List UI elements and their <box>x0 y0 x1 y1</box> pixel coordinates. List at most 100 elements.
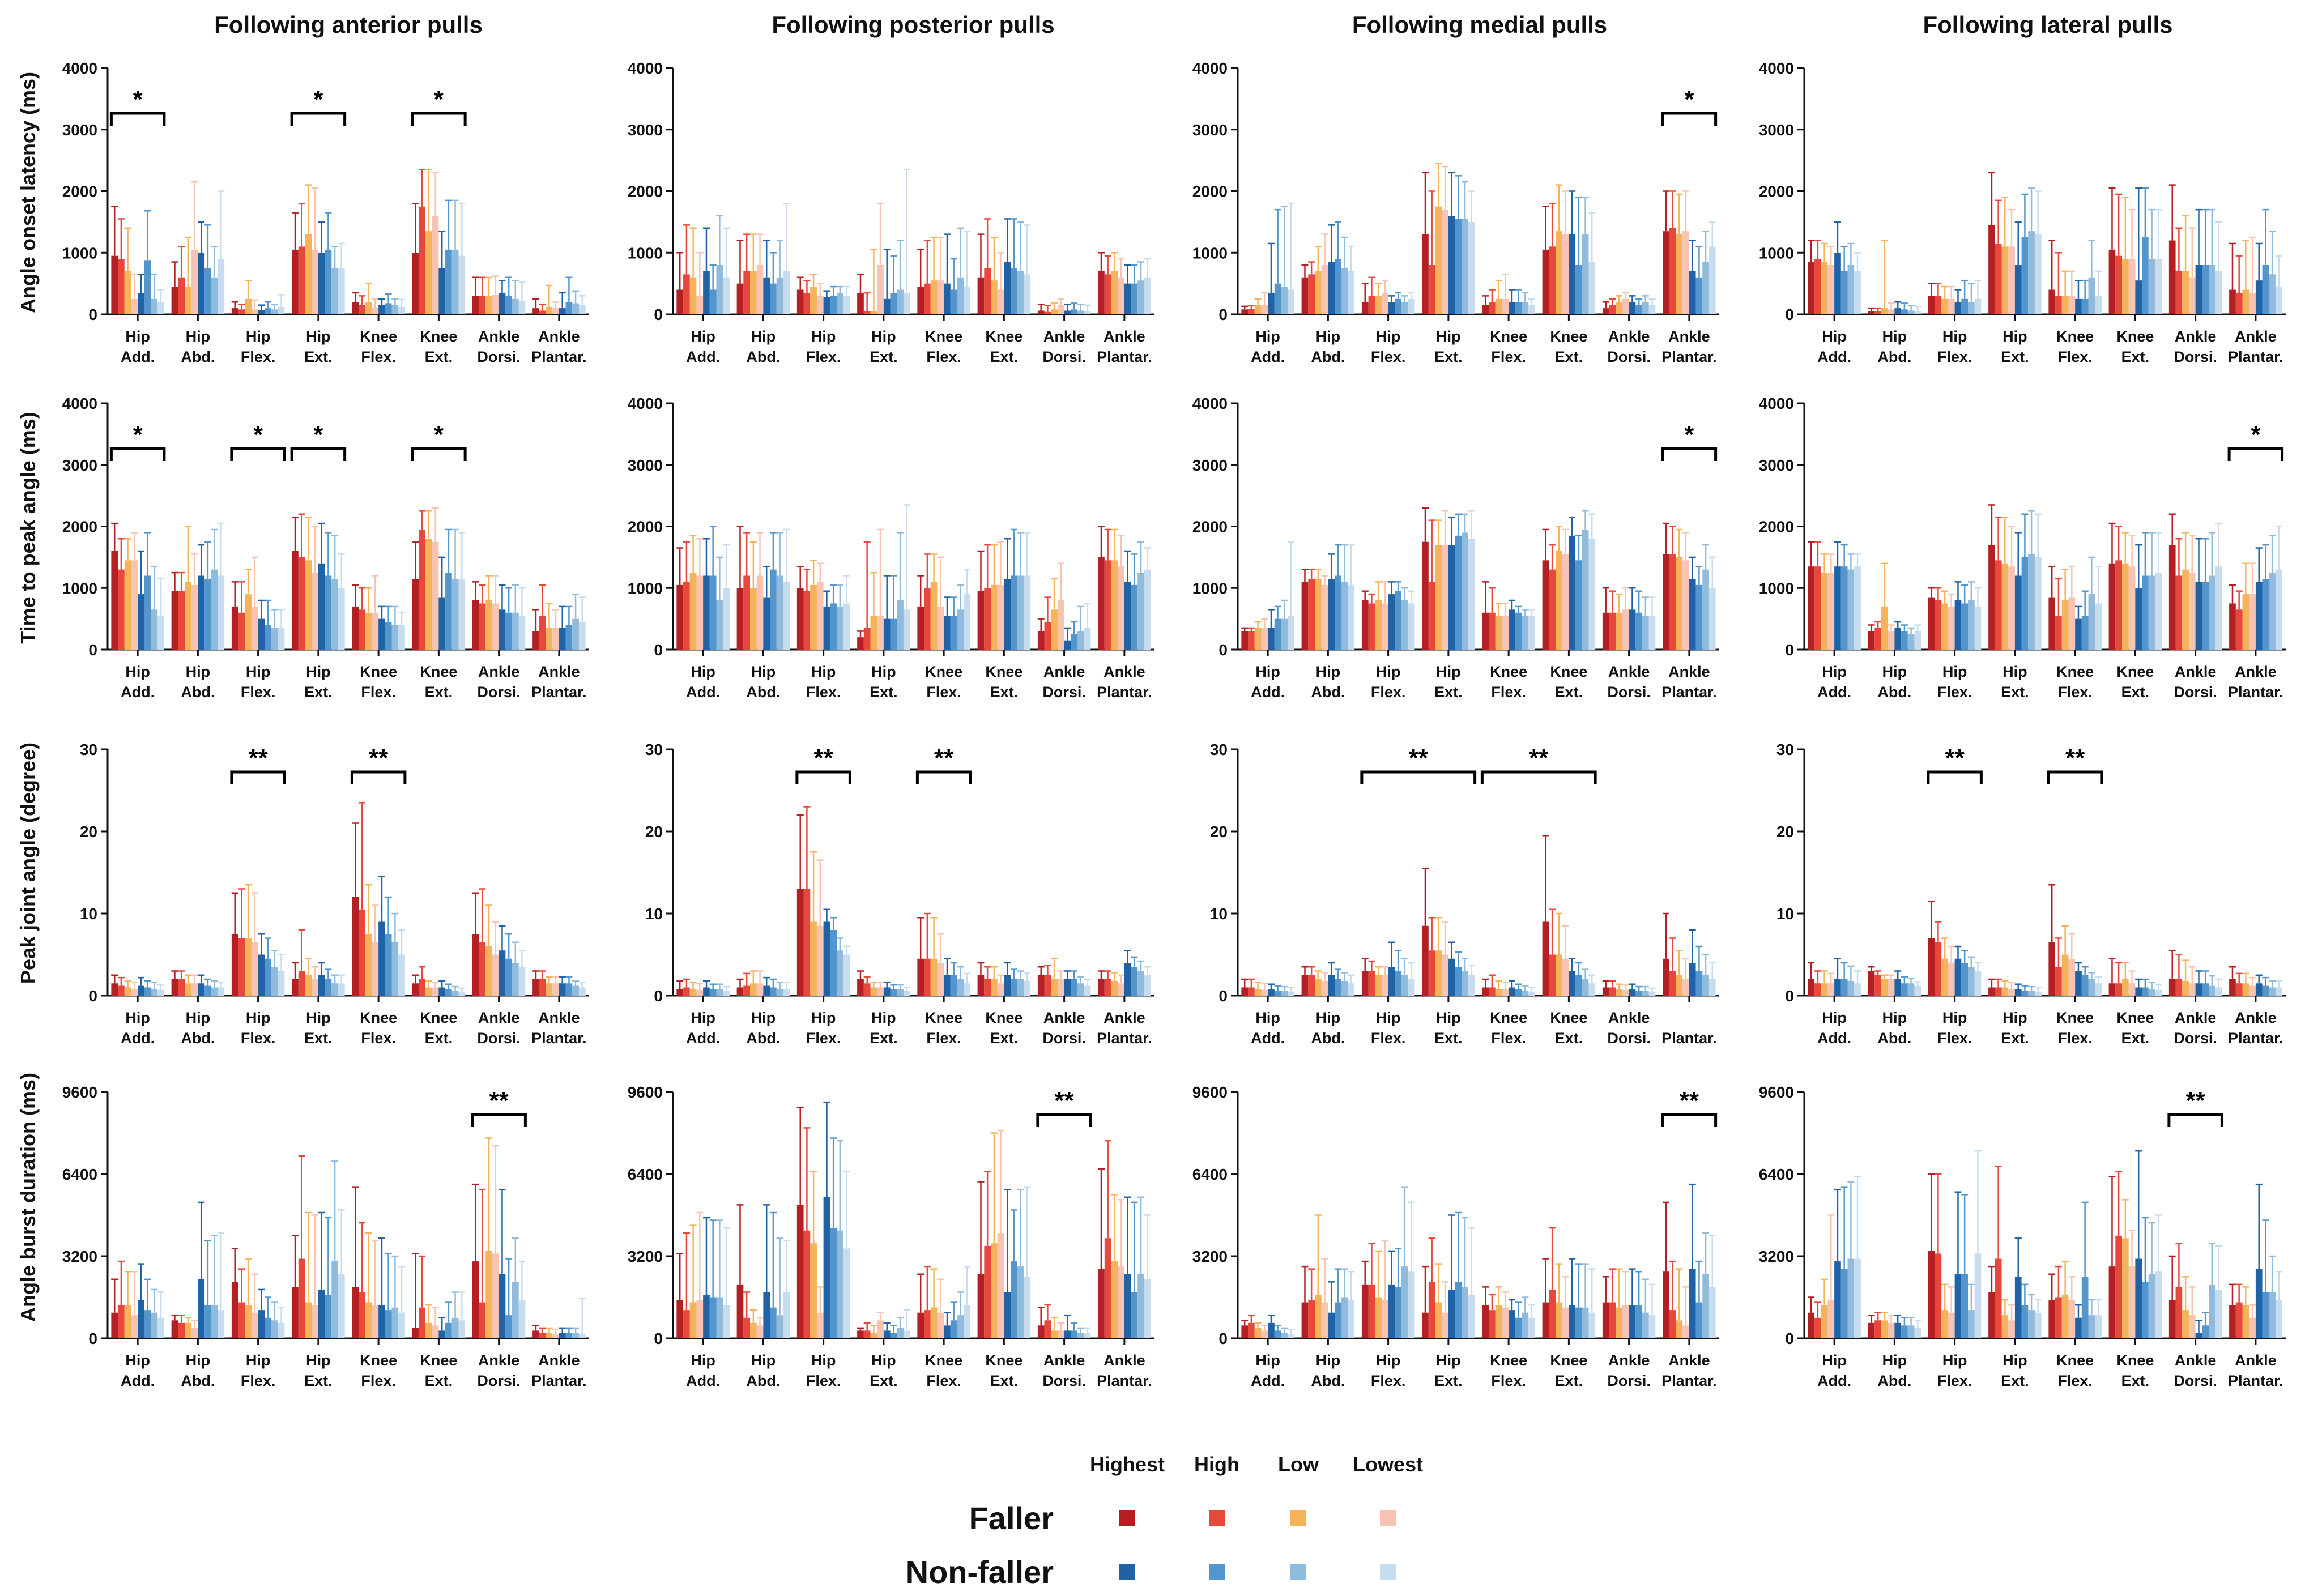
bar-hip-ext-faller-highest <box>292 551 299 650</box>
x-tick-label-knee-flex-joint: Knee <box>360 1009 397 1026</box>
bar-knee-ext-faller-low <box>991 1243 998 1338</box>
bar-knee-ext-nonfaller-high <box>445 573 452 650</box>
x-tick-label-hip-ext-joint: Hip <box>2003 663 2027 680</box>
bar-hip-abd-faller-lowest <box>191 584 198 650</box>
x-tick-label-hip-abd-motion: Abd. <box>746 1372 780 1389</box>
bar-knee-flex-nonfaller-highest <box>378 618 385 650</box>
bar-ankle-plantar-nonfaller-low <box>572 985 579 996</box>
bar-hip-add-nonfaller-high <box>709 289 717 314</box>
x-tick-label-hip-abd-motion: Abd. <box>181 348 215 365</box>
bar-ankle-dorsi-nonfaller-high <box>1071 634 1077 650</box>
bar-hip-abd-faller-lowest <box>1888 631 1895 650</box>
bar-ankle-dorsi-faller-high <box>1044 622 1051 650</box>
bar-hip-abd-nonfaller-lowest <box>783 1292 790 1338</box>
y-tick-label: 9600 <box>1759 1083 1794 1101</box>
bar-knee-flex-nonfaller-high <box>2081 1277 2089 1338</box>
bar-ankle-dorsi-faller-low <box>1051 1330 1058 1338</box>
bar-hip-flex-faller-low <box>1375 600 1382 650</box>
bar-hip-flex-faller-highest <box>1361 600 1369 650</box>
bar-ankle-dorsi-faller-high <box>479 1302 486 1338</box>
y-tick-label: 4000 <box>1759 395 1794 412</box>
x-tick-label-ankle-plantar-motion: Plantar. <box>1097 348 1152 365</box>
x-tick-label-ankle-plantar-motion: Plantar. <box>1661 1030 1717 1047</box>
bar-knee-flex-faller-low <box>930 1307 938 1338</box>
bar-knee-flex-faller-lowest <box>372 942 379 996</box>
bar-knee-flex-nonfaller-highest <box>1509 987 1515 996</box>
bar-ankle-plantar-faller-high <box>1669 228 1676 314</box>
bar-knee-ext-faller-highest <box>412 578 419 650</box>
bar-hip-ext-faller-high <box>298 971 305 996</box>
bar-ankle-dorsi-nonfaller-high <box>2202 983 2209 996</box>
x-tick-label-hip-add-joint: Hip <box>691 328 715 345</box>
bar-hip-add-faller-highest <box>1241 309 1249 314</box>
bar-knee-ext-nonfaller-high <box>2142 237 2149 314</box>
x-tick-label-hip-ext-motion: Ext. <box>2001 348 2029 365</box>
bar-knee-flex-nonfaller-high <box>1515 302 1522 314</box>
bar-hip-flex-faller-highest <box>231 934 238 996</box>
x-tick-label-hip-abd-motion: Abd. <box>1877 1372 1911 1389</box>
x-tick-label-knee-ext-joint: Knee <box>420 1352 457 1369</box>
bar-hip-ext-nonfaller-high <box>2021 557 2029 650</box>
x-tick-label-ankle-plantar-joint: Ankle <box>538 663 580 680</box>
bar-knee-ext-faller-high <box>1549 1289 1556 1338</box>
significance-marker: ** <box>1680 1087 1699 1115</box>
bar-hip-add-faller-high <box>1248 987 1255 996</box>
bar-ankle-dorsi-nonfaller-highest <box>1629 1305 1636 1338</box>
bar-ankle-dorsi-faller-highest <box>1037 631 1045 650</box>
bar-ankle-dorsi-faller-highest <box>472 296 479 314</box>
bar-hip-flex-faller-high <box>1368 971 1375 996</box>
bar-hip-flex-faller-lowest <box>1381 1300 1388 1338</box>
x-tick-label-ankle-dorsi-motion: Dorsi. <box>1042 1372 1086 1389</box>
bar-hip-add-nonfaller-high <box>144 575 151 650</box>
bar-hip-flex-nonfaller-lowest <box>1974 606 1982 650</box>
bar-knee-ext-nonfaller-low <box>2148 989 2155 996</box>
bar-knee-ext-nonfaller-high <box>2142 575 2149 650</box>
panel-r1-anterior: 0 1000 2000 3000 4000 Hip Add. Hip Abd. Hip Flex. H… <box>62 59 589 365</box>
bar-knee-ext-faller-high <box>2115 255 2122 314</box>
y-tick-label: 0 <box>88 641 97 659</box>
bar-hip-add-faller-highest <box>111 255 118 314</box>
bar-ankle-dorsi-nonfaller-low <box>1642 616 1649 650</box>
bar-knee-ext-nonfaller-high <box>1575 1307 1582 1338</box>
bar-hip-abd-nonfaller-low <box>776 277 783 314</box>
bar-hip-add-faller-highest <box>676 584 684 650</box>
bar-ankle-dorsi-faller-high <box>1609 612 1616 650</box>
significance-bracket <box>795 770 851 784</box>
bar-hip-abd-nonfaller-highest <box>1328 975 1335 996</box>
bar-hip-ext-nonfaller-high <box>1455 535 1462 650</box>
bar-ankle-dorsi-nonfaller-lowest <box>518 967 526 996</box>
y-tick-label: 4000 <box>1192 395 1228 412</box>
bar-ankle-plantar-faller-high <box>1669 554 1676 650</box>
panel-r3-medial: 0 10 20 30 Hip Add. Hip Abd. Hip Flex. Hip Ext. Knee… <box>1210 741 1719 1047</box>
bar-knee-flex-faller-low <box>365 612 372 650</box>
bar-hip-abd-faller-lowest <box>756 983 764 996</box>
bar-hip-add-nonfaller-low <box>151 298 158 314</box>
bar-ankle-plantar-nonfaller-low <box>1137 280 1144 314</box>
x-tick-label-hip-ext-motion: Ext. <box>870 684 898 701</box>
bar-hip-add-nonfaller-high <box>144 987 151 996</box>
x-tick-label-hip-ext-joint: Hip <box>306 1352 331 1369</box>
bar-hip-add-faller-high <box>1248 1322 1255 1338</box>
bar-hip-flex-faller-highest <box>1928 1251 1935 1338</box>
bar-knee-ext-faller-lowest <box>432 1325 439 1338</box>
bar-knee-flex-nonfaller-high <box>1515 612 1522 650</box>
bar-knee-flex-nonfaller-high <box>1515 1317 1522 1338</box>
bar-ankle-dorsi-faller-lowest <box>492 954 499 996</box>
bar-ankle-plantar-faller-high <box>2235 609 2243 650</box>
bar-ankle-dorsi-faller-lowest <box>1622 989 1629 996</box>
bar-ankle-dorsi-nonfaller-highest <box>1064 979 1071 996</box>
bar-hip-ext-faller-lowest <box>2008 246 2015 314</box>
bar-knee-flex-nonfaller-lowest <box>1528 616 1535 650</box>
x-tick-label-ankle-plantar-joint: Ankle <box>538 328 580 345</box>
x-tick-label-hip-add-joint: Hip <box>125 663 150 680</box>
significance-marker: ** <box>1945 744 1965 772</box>
bar-hip-abd-nonfaller-lowest <box>1348 1300 1355 1338</box>
significance-marker: ** <box>934 744 954 772</box>
x-tick-label-hip-ext-joint: Hip <box>306 663 331 680</box>
bar-hip-flex-nonfaller-highest <box>258 618 265 650</box>
bar-knee-ext-faller-lowest <box>2128 259 2136 314</box>
bar-hip-add-nonfaller-lowest <box>157 302 164 314</box>
bar-hip-flex-nonfaller-low <box>837 292 843 314</box>
bar-ankle-dorsi-nonfaller-high <box>505 612 512 650</box>
x-tick-label-ankle-plantar-joint: Ankle <box>2235 663 2277 680</box>
